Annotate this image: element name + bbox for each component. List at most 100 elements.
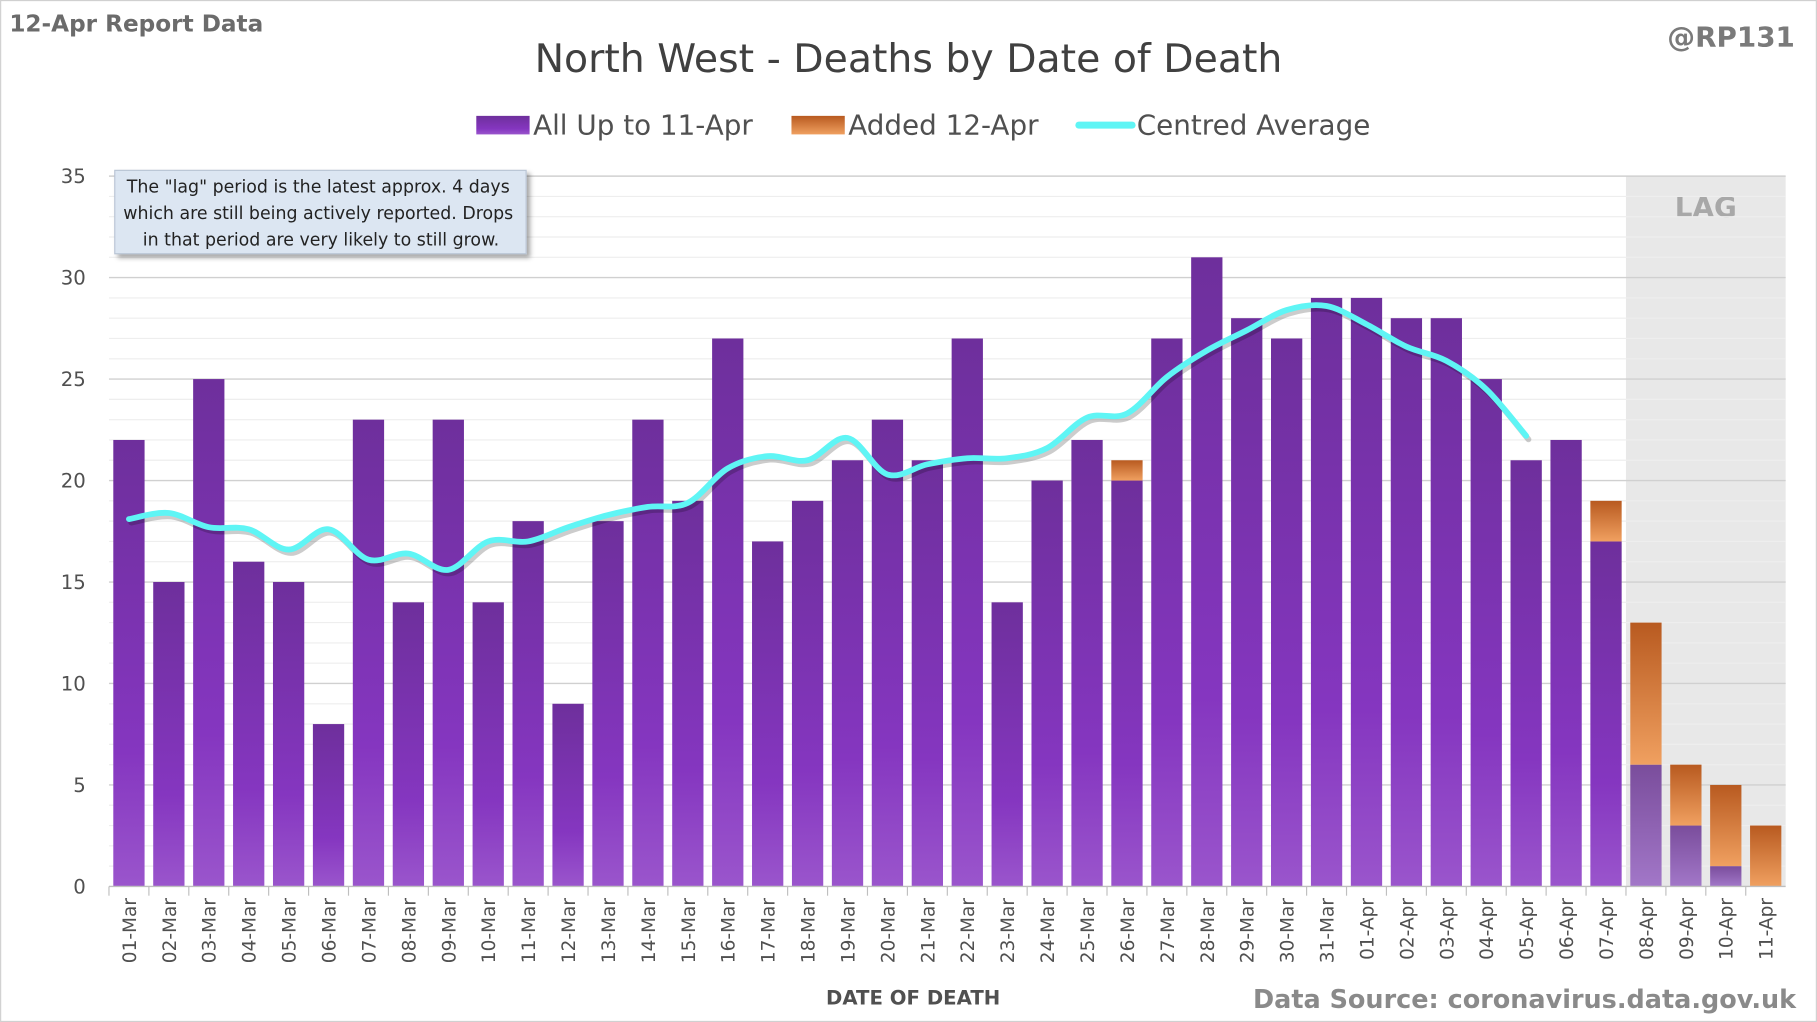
bar-added-07-Apr bbox=[1590, 500, 1622, 542]
x-tick-label: 02-Mar bbox=[160, 898, 181, 964]
legend-label-all: All Up to 11-Apr bbox=[533, 108, 753, 141]
bar-added-10-Apr bbox=[1710, 784, 1742, 867]
x-tick-label: 09-Mar bbox=[439, 898, 460, 964]
bar-all-15-Mar bbox=[672, 500, 704, 887]
bar-all-16-Mar bbox=[712, 338, 744, 887]
bar-all-17-Mar bbox=[752, 541, 784, 887]
bar-all-25-Mar bbox=[1071, 439, 1103, 887]
x-tick-label: 04-Apr bbox=[1477, 898, 1498, 960]
x-tick-label: 23-Mar bbox=[998, 898, 1019, 964]
y-tick-label: 0 bbox=[73, 875, 86, 898]
bar-all-27-Mar bbox=[1151, 338, 1183, 887]
x-tick-label: 12-Mar bbox=[559, 898, 580, 964]
x-tick-label: 30-Mar bbox=[1278, 898, 1299, 964]
y-tick-label: 25 bbox=[61, 368, 86, 391]
x-tick-label: 10-Mar bbox=[479, 898, 500, 964]
x-tick-label: 14-Mar bbox=[639, 898, 660, 964]
bar-all-04-Mar bbox=[233, 561, 265, 887]
x-tick-label: 11-Apr bbox=[1757, 898, 1778, 960]
bar-all-08-Mar bbox=[392, 602, 425, 887]
annotation-box bbox=[114, 169, 527, 255]
annotation-line: The "lag" period is the latest approx. 4… bbox=[126, 177, 510, 197]
x-tick-label: 22-Mar bbox=[958, 898, 979, 964]
bar-all-03-Apr bbox=[1430, 318, 1462, 887]
bar-all-12-Mar bbox=[552, 703, 584, 887]
x-tick-label: 02-Apr bbox=[1397, 898, 1418, 960]
bar-all-04-Apr bbox=[1470, 379, 1502, 887]
bar-all-19-Mar bbox=[831, 460, 864, 887]
annotation-text: The "lag" period is the latest approx. 4… bbox=[123, 177, 518, 250]
bar-all-23-Mar bbox=[991, 602, 1023, 887]
report-label: 12-Apr Report Data bbox=[9, 10, 263, 37]
bar-all-08-Apr bbox=[1630, 764, 1662, 887]
bar-all-05-Apr bbox=[1510, 460, 1542, 887]
x-tick-label: 29-Mar bbox=[1238, 898, 1259, 964]
bar-all-07-Mar bbox=[352, 419, 385, 887]
x-tick-label: 05-Mar bbox=[280, 898, 301, 964]
bar-all-20-Mar bbox=[871, 419, 904, 887]
x-tick-label: 05-Apr bbox=[1517, 898, 1538, 960]
chart-title: North West - Deaths by Date of Death bbox=[535, 36, 1283, 82]
y-tick-label: 15 bbox=[61, 571, 86, 594]
x-tick-label: 07-Mar bbox=[359, 898, 380, 964]
x-tick-label: 03-Mar bbox=[200, 898, 221, 964]
y-tick-label: 35 bbox=[61, 165, 86, 188]
average-line bbox=[126, 302, 1530, 573]
lag-label: LAG bbox=[1675, 191, 1737, 224]
bar-all-30-Mar bbox=[1271, 338, 1303, 887]
y-tick-label: 5 bbox=[73, 774, 86, 797]
bar-all-22-Mar bbox=[951, 338, 983, 887]
x-tick-label: 08-Apr bbox=[1637, 898, 1658, 960]
bar-all-09-Mar bbox=[432, 419, 464, 887]
x-tick-label: 07-Apr bbox=[1597, 898, 1618, 960]
x-tick-label: 21-Mar bbox=[918, 898, 939, 964]
x-axis-label: DATE OF DEATH bbox=[826, 987, 1000, 1010]
x-tick-label: 06-Apr bbox=[1557, 898, 1578, 960]
legend-label-added: Added 12-Apr bbox=[848, 108, 1039, 141]
x-tick-label: 01-Mar bbox=[120, 898, 141, 964]
bar-all-31-Mar bbox=[1310, 297, 1343, 887]
x-tick-label: 18-Mar bbox=[799, 898, 820, 964]
x-tick-label: 15-Mar bbox=[679, 898, 700, 964]
x-tick-label: 24-Mar bbox=[1038, 898, 1059, 964]
legend: All Up to 11-Apr Added 12-Apr Centred Av… bbox=[476, 108, 1370, 141]
bar-all-18-Mar bbox=[791, 500, 824, 887]
x-tick-label: 11-Mar bbox=[519, 898, 540, 964]
x-tick-label: 25-Mar bbox=[1078, 898, 1099, 964]
data-source: Data Source: coronavirus.data.gov.uk bbox=[1253, 985, 1797, 1015]
x-tick-label: 08-Mar bbox=[399, 898, 420, 964]
y-tick-label: 20 bbox=[61, 469, 86, 492]
annotation-line: in that period are very likely to still … bbox=[143, 231, 499, 251]
bar-all-06-Apr bbox=[1550, 439, 1582, 887]
legend-label-average: Centred Average bbox=[1137, 108, 1371, 141]
bar-all-01-Mar bbox=[113, 439, 145, 887]
bar-all-11-Mar bbox=[512, 521, 544, 887]
bar-all-02-Mar bbox=[153, 582, 185, 887]
legend-swatch-added bbox=[791, 115, 845, 135]
bar-all-29-Mar bbox=[1231, 318, 1263, 887]
bar-all-05-Mar bbox=[272, 582, 305, 887]
x-tick-label: 09-Apr bbox=[1677, 898, 1698, 960]
bar-all-10-Apr bbox=[1710, 866, 1742, 887]
bar-all-14-Mar bbox=[632, 419, 664, 887]
bar-all-02-Apr bbox=[1390, 318, 1423, 887]
bar-all-09-Apr bbox=[1670, 825, 1702, 887]
x-tick-label: 13-Mar bbox=[599, 898, 620, 964]
x-tick-label: 28-Mar bbox=[1198, 898, 1219, 964]
x-tick-label: 01-Apr bbox=[1357, 898, 1378, 960]
x-tick-label: 06-Mar bbox=[319, 898, 340, 964]
bar-all-01-Apr bbox=[1350, 297, 1383, 887]
bar-all-03-Mar bbox=[193, 379, 225, 887]
x-tick-label: 17-Mar bbox=[759, 898, 780, 964]
x-tick-label: 03-Apr bbox=[1437, 898, 1458, 960]
x-tick-label: 16-Mar bbox=[719, 898, 740, 964]
x-tick-label: 27-Mar bbox=[1158, 898, 1179, 964]
bar-added-09-Apr bbox=[1670, 764, 1702, 826]
bar-all-28-Mar bbox=[1191, 257, 1223, 887]
bar-all-06-Mar bbox=[312, 724, 345, 887]
bar-added-26-Mar bbox=[1111, 460, 1143, 481]
x-tick-label: 04-Mar bbox=[240, 898, 261, 964]
bar-all-21-Mar bbox=[911, 460, 943, 887]
y-tick-label: 30 bbox=[61, 267, 86, 290]
